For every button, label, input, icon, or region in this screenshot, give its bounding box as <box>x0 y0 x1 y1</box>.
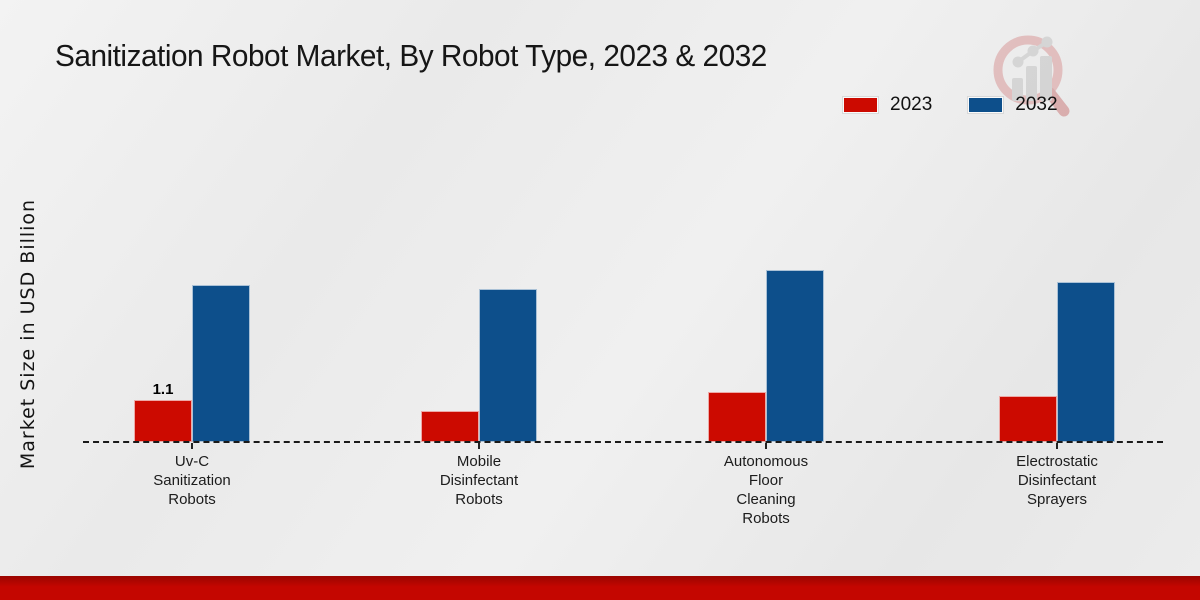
category-label-2: Mobile Disinfectant Robots <box>439 453 519 508</box>
bar-2032-category-1 <box>192 285 250 442</box>
legend-item-2023: 2023 <box>843 94 932 116</box>
legend-swatch-2032 <box>968 97 1004 113</box>
x-axis-baseline <box>83 441 1163 443</box>
bar-2032-category-3 <box>766 270 824 442</box>
y-axis-label: Market Size in USD Billion <box>17 198 39 470</box>
legend: 2023 2032 <box>843 94 1058 116</box>
bar-2032-category-4 <box>1057 282 1115 442</box>
bar-2023-category-1 <box>134 400 192 442</box>
x-axis-tick <box>191 443 193 449</box>
bar-2023-category-4 <box>999 396 1057 442</box>
bar-2032-category-2 <box>479 289 537 442</box>
bar-value-label: 1.1 <box>152 381 174 398</box>
category-label-3: Autonomous Floor Cleaning Robots <box>723 453 809 527</box>
x-axis-tick <box>765 443 767 449</box>
legend-label-2032: 2032 <box>1015 94 1058 115</box>
legend-item-2032: 2032 <box>968 94 1058 116</box>
footer-accent-bar <box>0 576 1200 600</box>
bar-2023-category-2 <box>421 411 479 442</box>
legend-label-2023: 2023 <box>890 94 933 115</box>
magnifier-bar-chart-logo-icon <box>993 24 1081 125</box>
legend-swatch-2023 <box>843 97 878 113</box>
x-axis-tick <box>1056 443 1058 449</box>
bar-2023-category-3 <box>708 392 766 442</box>
chart-title: Sanitization Robot Market, By Robot Type… <box>55 38 767 73</box>
category-label-4: Electrostatic Disinfectant Sprayers <box>1016 453 1098 508</box>
x-axis-tick <box>478 443 480 449</box>
category-label-1: Uv-C Sanitization Robots <box>153 453 231 508</box>
